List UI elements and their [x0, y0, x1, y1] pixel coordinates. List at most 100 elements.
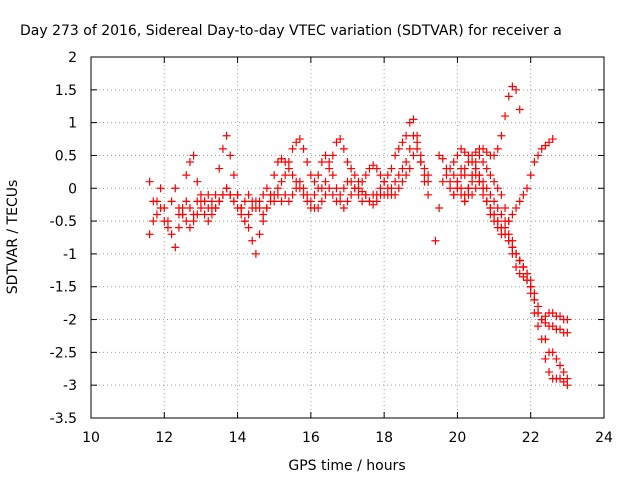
y-tick-label: 0.5 [55, 148, 77, 164]
data-point [211, 203, 220, 212]
data-point [145, 177, 154, 186]
data-point [248, 203, 257, 212]
data-point [328, 151, 337, 160]
data-point [559, 377, 568, 386]
data-point [482, 197, 491, 206]
data-point [394, 184, 403, 193]
data-point [204, 217, 213, 226]
data-point [515, 105, 524, 114]
data-point [464, 190, 473, 199]
data-point [479, 144, 488, 153]
data-point [409, 115, 418, 124]
data-point [486, 190, 495, 199]
data-point [306, 203, 315, 212]
data-point [281, 171, 290, 180]
data-point [391, 151, 400, 160]
data-point [435, 151, 444, 160]
y-tick-label: 2 [68, 50, 77, 66]
data-point [530, 158, 539, 167]
data-point [490, 210, 499, 219]
data-point [479, 158, 488, 167]
x-tick-label: 18 [375, 430, 393, 446]
data-point [486, 203, 495, 212]
data-point [413, 144, 422, 153]
data-point [479, 190, 488, 199]
data-point [369, 200, 378, 209]
data-point [215, 164, 224, 173]
data-point [545, 138, 554, 147]
x-tick-label: 10 [82, 430, 100, 446]
data-point [501, 230, 510, 239]
data-point [508, 210, 517, 219]
data-point [420, 171, 429, 180]
data-point [438, 154, 447, 163]
data-point [398, 138, 407, 147]
data-point [255, 203, 264, 212]
data-point [493, 184, 502, 193]
data-point [512, 263, 521, 272]
data-point [464, 151, 473, 160]
data-point [233, 190, 242, 199]
data-point [497, 131, 506, 140]
data-point [237, 210, 246, 219]
data-point [497, 210, 506, 219]
data-point [405, 118, 414, 127]
data-point [394, 144, 403, 153]
data-point [167, 197, 176, 206]
data-point [424, 190, 433, 199]
data-point [310, 177, 319, 186]
y-tick-label: -1 [63, 247, 77, 263]
data-point [372, 164, 381, 173]
data-point [347, 177, 356, 186]
data-point [317, 184, 326, 193]
data-point [314, 171, 323, 180]
data-point [548, 135, 557, 144]
data-point [226, 151, 235, 160]
data-point [490, 151, 499, 160]
data-point [559, 368, 568, 377]
data-point [471, 171, 480, 180]
data-point [270, 171, 279, 180]
data-points [145, 82, 572, 390]
data-point [222, 131, 231, 140]
data-point [435, 203, 444, 212]
data-point [501, 112, 510, 121]
data-point [343, 197, 352, 206]
data-point [490, 177, 499, 186]
data-point [152, 210, 161, 219]
y-tick-label: -0.5 [50, 214, 77, 230]
data-point [519, 190, 528, 199]
data-point [519, 272, 528, 281]
data-point [321, 151, 330, 160]
data-point [259, 210, 268, 219]
data-point [471, 148, 480, 157]
data-point [449, 158, 458, 167]
data-point [361, 171, 370, 180]
data-point [328, 190, 337, 199]
data-point [449, 171, 458, 180]
data-point [347, 164, 356, 173]
data-point [314, 203, 323, 212]
data-point [391, 190, 400, 199]
data-point [262, 203, 271, 212]
data-point [248, 236, 257, 245]
data-point [189, 210, 198, 219]
data-point [229, 171, 238, 180]
data-point [471, 184, 480, 193]
data-point [515, 197, 524, 206]
data-point [303, 197, 312, 206]
data-point [152, 197, 161, 206]
data-point [358, 187, 367, 196]
x-tick-label: 24 [595, 430, 613, 446]
data-point [339, 184, 348, 193]
data-point [288, 144, 297, 153]
data-point [383, 184, 392, 193]
data-point [552, 354, 561, 363]
data-point [504, 217, 513, 226]
data-point [556, 374, 565, 383]
data-point [193, 197, 202, 206]
data-point [446, 184, 455, 193]
data-point [171, 184, 180, 193]
data-point [218, 144, 227, 153]
data-point [325, 164, 334, 173]
